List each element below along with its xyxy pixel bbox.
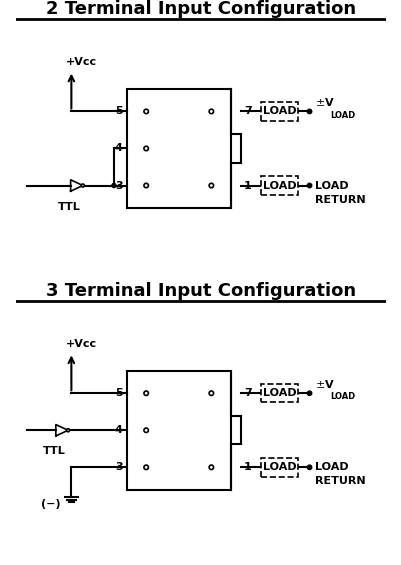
Text: 3: 3 bbox=[115, 180, 122, 190]
Circle shape bbox=[306, 183, 311, 188]
Circle shape bbox=[209, 465, 213, 470]
Text: LOAD: LOAD bbox=[262, 388, 296, 398]
Text: LOAD: LOAD bbox=[314, 462, 348, 472]
Polygon shape bbox=[71, 180, 83, 191]
Text: +Vcc: +Vcc bbox=[66, 339, 97, 349]
Text: $\pm$V: $\pm$V bbox=[314, 379, 334, 390]
Text: RETURN: RETURN bbox=[314, 194, 365, 205]
Text: +Vcc: +Vcc bbox=[66, 57, 97, 67]
Text: 5: 5 bbox=[115, 106, 122, 116]
Text: 7: 7 bbox=[243, 388, 251, 398]
Text: LOAD: LOAD bbox=[329, 111, 354, 120]
FancyBboxPatch shape bbox=[127, 89, 230, 208]
FancyBboxPatch shape bbox=[261, 176, 298, 195]
Circle shape bbox=[306, 391, 311, 395]
Text: LOAD: LOAD bbox=[314, 180, 348, 190]
Text: LOAD: LOAD bbox=[262, 462, 296, 472]
FancyBboxPatch shape bbox=[261, 102, 298, 121]
Circle shape bbox=[144, 183, 148, 188]
Text: 3: 3 bbox=[115, 462, 122, 472]
Circle shape bbox=[306, 465, 311, 470]
Circle shape bbox=[144, 391, 148, 395]
Text: TTL: TTL bbox=[43, 446, 65, 456]
Text: 1: 1 bbox=[243, 462, 251, 472]
Text: (−): (−) bbox=[41, 499, 61, 509]
FancyBboxPatch shape bbox=[261, 458, 298, 476]
Text: 3 Terminal Input Configuration: 3 Terminal Input Configuration bbox=[46, 282, 355, 300]
FancyBboxPatch shape bbox=[127, 371, 230, 489]
Text: 5: 5 bbox=[115, 388, 122, 398]
Circle shape bbox=[306, 109, 311, 114]
Circle shape bbox=[209, 109, 213, 114]
Text: LOAD: LOAD bbox=[329, 393, 354, 402]
Circle shape bbox=[81, 184, 84, 187]
Text: 7: 7 bbox=[243, 106, 251, 116]
Text: TTL: TTL bbox=[57, 202, 80, 212]
Polygon shape bbox=[56, 424, 68, 436]
FancyBboxPatch shape bbox=[261, 384, 298, 402]
Text: 4: 4 bbox=[114, 144, 122, 154]
Text: RETURN: RETURN bbox=[314, 476, 365, 486]
Text: 2 Terminal Input Configuration: 2 Terminal Input Configuration bbox=[46, 1, 355, 18]
Circle shape bbox=[67, 429, 69, 432]
Text: 1: 1 bbox=[243, 180, 251, 190]
Circle shape bbox=[209, 391, 213, 395]
Circle shape bbox=[144, 109, 148, 114]
Text: 4: 4 bbox=[114, 425, 122, 435]
Text: $\pm$V: $\pm$V bbox=[314, 97, 334, 108]
Text: LOAD: LOAD bbox=[262, 180, 296, 190]
Circle shape bbox=[144, 428, 148, 432]
Circle shape bbox=[209, 183, 213, 188]
Text: LOAD: LOAD bbox=[262, 106, 296, 116]
Circle shape bbox=[144, 465, 148, 470]
Circle shape bbox=[111, 184, 116, 188]
Circle shape bbox=[144, 146, 148, 151]
